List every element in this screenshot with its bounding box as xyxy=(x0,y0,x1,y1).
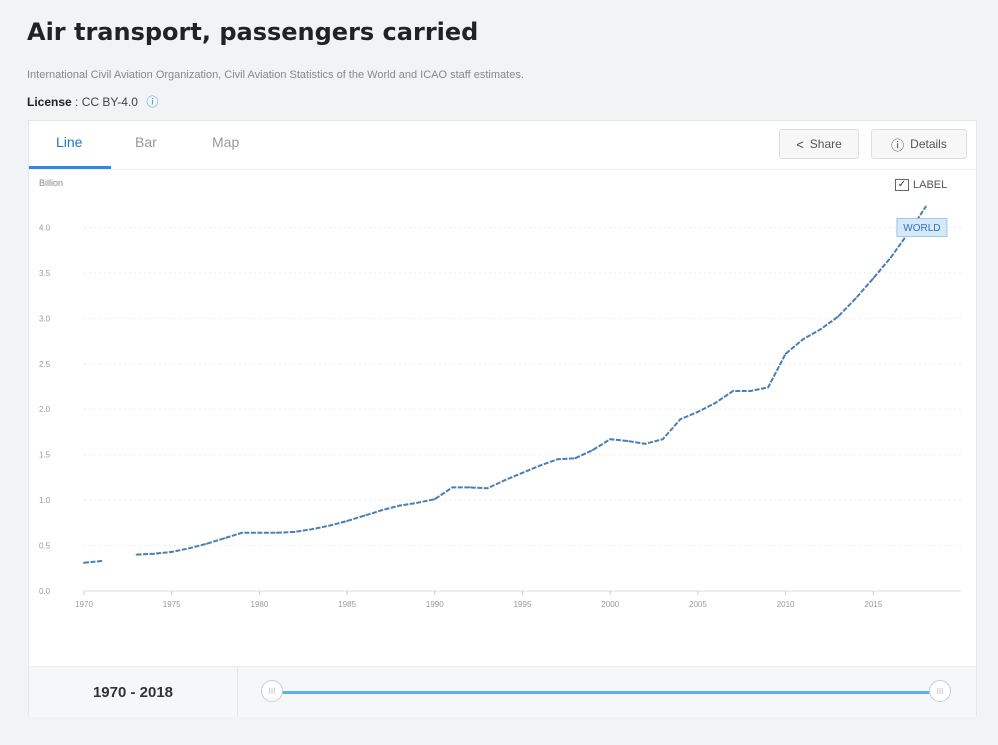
tab-map[interactable]: Map xyxy=(212,134,240,150)
range-slider-end-handle[interactable]: III xyxy=(929,680,951,702)
license-label: License xyxy=(27,95,72,109)
y-tick-label: 3.5 xyxy=(39,269,51,278)
info-icon: ⓘ xyxy=(891,137,905,153)
data-point xyxy=(626,440,629,442)
chart-card: Line Bar Map < Share ⓘ Details ✓ LABEL B… xyxy=(28,120,977,717)
info-icon[interactable]: ⓘ xyxy=(146,95,159,109)
x-tick-label: 2005 xyxy=(689,600,707,609)
data-point xyxy=(416,501,419,504)
data-point xyxy=(451,486,454,489)
data-point xyxy=(223,537,226,540)
x-tick-label: 1980 xyxy=(251,600,269,609)
data-point xyxy=(100,560,103,562)
y-tick-label: 1.5 xyxy=(39,451,51,460)
y-tick-label: 0.0 xyxy=(39,587,51,596)
data-point xyxy=(661,438,664,441)
share-icon: < xyxy=(796,136,804,152)
data-point xyxy=(433,498,436,501)
data-point xyxy=(276,531,278,534)
data-point xyxy=(679,418,682,421)
data-point xyxy=(381,509,384,512)
range-label: 1970 - 2018 xyxy=(29,667,238,717)
data-point xyxy=(170,551,173,553)
data-point xyxy=(486,487,489,490)
data-point xyxy=(854,297,857,300)
data-point xyxy=(504,479,506,482)
data-point xyxy=(697,411,699,413)
license-line: License : CC BY-4.0 ⓘ xyxy=(27,93,158,110)
label-toggle-text: LABEL xyxy=(913,179,948,191)
data-point xyxy=(363,514,366,517)
active-tab-indicator xyxy=(29,166,111,169)
series-line-world xyxy=(83,560,102,564)
data-point xyxy=(714,401,717,404)
series-badge xyxy=(896,218,948,238)
data-point xyxy=(293,531,296,533)
series-line-world xyxy=(136,205,927,556)
checkbox-icon[interactable]: ✓ xyxy=(895,179,909,191)
data-point xyxy=(837,315,840,318)
data-point xyxy=(802,338,805,341)
data-point xyxy=(556,458,559,461)
data-point xyxy=(521,471,524,474)
data-point xyxy=(539,464,541,467)
series-badge-label: WORLD xyxy=(903,223,940,234)
data-point xyxy=(258,531,261,534)
data-point xyxy=(135,553,138,556)
data-point xyxy=(784,352,787,355)
x-tick-label: 2015 xyxy=(864,600,882,609)
x-tick-label: 1975 xyxy=(163,600,181,609)
page-title: Air transport, passengers carried xyxy=(27,18,479,46)
tab-line[interactable]: Line xyxy=(56,134,83,150)
details-button[interactable]: ⓘ Details xyxy=(871,129,967,159)
data-point xyxy=(468,486,471,489)
data-point xyxy=(83,561,85,564)
share-button[interactable]: < Share xyxy=(779,129,859,159)
x-tick-label: 1985 xyxy=(338,600,356,609)
data-point xyxy=(644,442,647,445)
data-point xyxy=(240,531,243,534)
data-point xyxy=(328,524,331,527)
y-tick-label: 0.5 xyxy=(39,542,51,551)
data-point xyxy=(925,205,927,208)
x-tick-label: 2010 xyxy=(777,600,795,609)
tab-bar[interactable]: Bar xyxy=(135,134,157,150)
y-tick-label: 2.5 xyxy=(39,360,51,369)
range-slider-track[interactable] xyxy=(274,691,939,694)
line-chart: Billion 0.0 0.5 1.0 1.5 2.0 2.5 3.0 3.5 4.0 1970 19… xyxy=(39,178,961,609)
data-point xyxy=(153,552,156,555)
data-point xyxy=(609,438,612,441)
y-tick-label: 2.0 xyxy=(39,405,51,414)
range-slider-start-handle[interactable]: III xyxy=(261,680,283,702)
data-point xyxy=(767,386,769,389)
chart-tabs: Line Bar Map < Share ⓘ Details xyxy=(29,121,976,170)
details-label: Details xyxy=(910,137,947,151)
share-label: Share xyxy=(809,137,842,151)
data-point xyxy=(205,542,208,545)
y-tick-label: 1.0 xyxy=(39,496,51,505)
data-point xyxy=(819,328,822,331)
data-point xyxy=(889,256,892,259)
data-point xyxy=(398,504,401,507)
data-point xyxy=(591,449,594,452)
y-tick-label: 3.0 xyxy=(39,314,51,323)
x-tick-label: 1970 xyxy=(75,600,93,609)
y-axis-label: Billion xyxy=(39,178,63,188)
data-point xyxy=(872,277,875,280)
license-value: : CC BY-4.0 xyxy=(75,95,138,109)
range-bar: 1970 - 2018 III III xyxy=(29,666,976,717)
y-tick-label: 4.0 xyxy=(39,223,51,232)
data-point xyxy=(346,520,348,522)
data-point xyxy=(311,528,313,531)
label-toggle[interactable]: ✓ LABEL xyxy=(895,179,947,191)
data-point xyxy=(574,457,577,460)
data-point xyxy=(732,390,734,392)
data-point xyxy=(188,547,191,550)
x-tick-label: 1990 xyxy=(426,600,444,609)
data-point xyxy=(749,390,752,392)
x-tick-label: 2000 xyxy=(601,600,619,609)
x-tick-label: 1995 xyxy=(514,600,532,609)
source-note: International Civil Aviation Organizatio… xyxy=(27,69,524,81)
